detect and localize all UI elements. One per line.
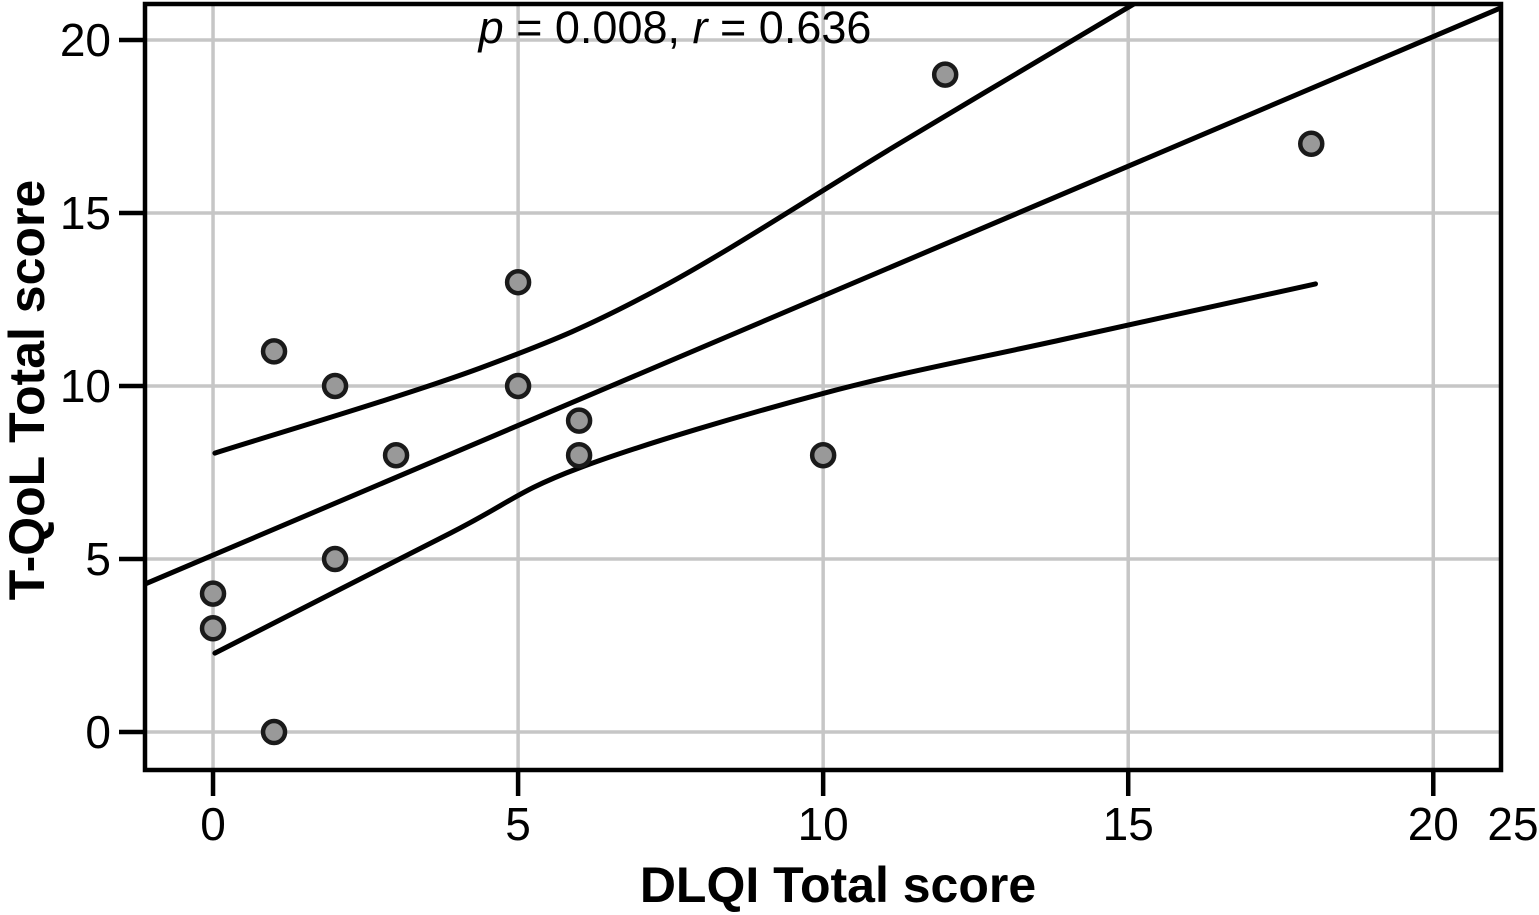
data-point (809, 441, 837, 469)
p-symbol: p (478, 2, 504, 53)
x-axis-title: DLQI Total score (639, 857, 1037, 913)
x-tick-label: 10 (798, 798, 849, 850)
data-point (321, 372, 349, 400)
data-point (565, 407, 593, 434)
y-tick-label: 15 (60, 187, 111, 239)
regression-line (145, 5, 1501, 587)
y-tick-label: 10 (60, 360, 111, 412)
x-edge-tick-label: 25 (1487, 798, 1538, 850)
ci-lower-line (212, 281, 1318, 656)
y-tick-label: 5 (85, 533, 111, 585)
y-tick-label: 20 (60, 14, 111, 66)
x-tick-label: 20 (1408, 798, 1459, 850)
y-axis-title: T-QoL Total score (0, 179, 55, 601)
data-point (931, 61, 959, 88)
ci-upper-line (212, 4, 1137, 456)
p-value: = 0.008, (503, 2, 693, 53)
r-symbol: r (692, 2, 708, 53)
data-point (382, 441, 410, 469)
x-tick-label: 5 (505, 798, 531, 850)
x-tick-label: 15 (1103, 798, 1154, 850)
y-tick-label: 0 (85, 706, 111, 758)
stat-annotation: p = 0.008, r = 0.636 (479, 2, 872, 54)
data-point (504, 372, 532, 400)
data-point (199, 580, 227, 607)
data-point (260, 718, 288, 746)
data-point (260, 338, 288, 365)
x-tick-label: 0 (200, 798, 226, 850)
data-point (565, 441, 593, 469)
r-value: = 0.636 (707, 2, 872, 53)
data-point (504, 268, 532, 296)
data-point (1298, 130, 1325, 158)
data-point (321, 545, 349, 573)
data-point (199, 614, 227, 642)
